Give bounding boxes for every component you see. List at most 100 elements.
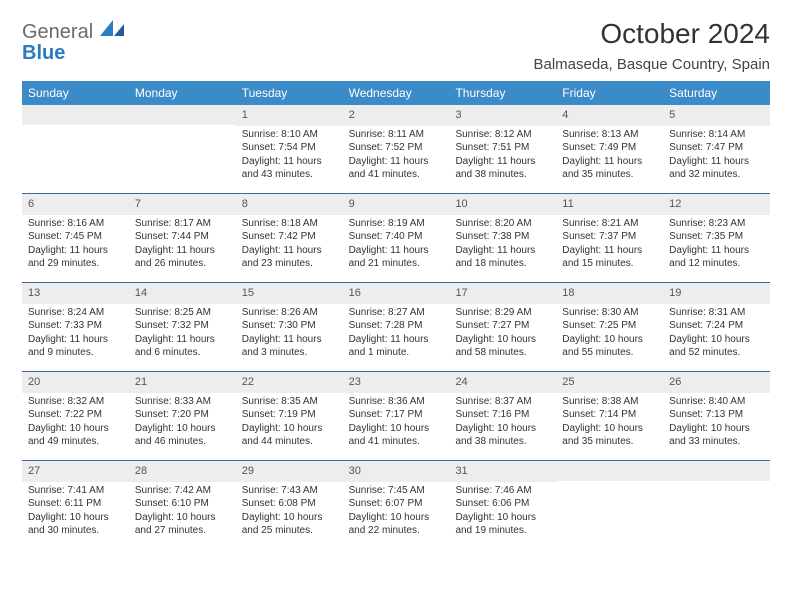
cell-body: Sunrise: 8:24 AMSunset: 7:33 PMDaylight:… (22, 304, 129, 366)
daylight-text: Daylight: 10 hours and 44 minutes. (242, 422, 337, 449)
cell-body: Sunrise: 7:45 AMSunset: 6:07 PMDaylight:… (343, 482, 450, 544)
calendar-cell: 11Sunrise: 8:21 AMSunset: 7:37 PMDayligh… (556, 194, 663, 282)
day-number: 9 (343, 194, 450, 215)
calendar-cell: 12Sunrise: 8:23 AMSunset: 7:35 PMDayligh… (663, 194, 770, 282)
sunset-text: Sunset: 7:24 PM (669, 319, 764, 333)
cell-body: Sunrise: 8:23 AMSunset: 7:35 PMDaylight:… (663, 215, 770, 277)
day-number: 12 (663, 194, 770, 215)
day-number: 30 (343, 461, 450, 482)
day-number: 24 (449, 372, 556, 393)
calendar-cell (129, 105, 236, 193)
sunrise-text: Sunrise: 8:16 AM (28, 217, 123, 231)
day-number: 31 (449, 461, 556, 482)
cell-body: Sunrise: 7:43 AMSunset: 6:08 PMDaylight:… (236, 482, 343, 544)
daylight-text: Daylight: 10 hours and 55 minutes. (562, 333, 657, 360)
day-number: 5 (663, 105, 770, 126)
cell-body: Sunrise: 8:36 AMSunset: 7:17 PMDaylight:… (343, 393, 450, 455)
day-number: 10 (449, 194, 556, 215)
day-number: 27 (22, 461, 129, 482)
logo-word1: General (22, 21, 93, 43)
sunrise-text: Sunrise: 8:38 AM (562, 395, 657, 409)
day-number: 25 (556, 372, 663, 393)
calendar-cell: 31Sunrise: 7:46 AMSunset: 6:06 PMDayligh… (449, 461, 556, 549)
calendar-cell: 19Sunrise: 8:31 AMSunset: 7:24 PMDayligh… (663, 283, 770, 371)
sunrise-text: Sunrise: 8:21 AM (562, 217, 657, 231)
sunrise-text: Sunrise: 8:12 AM (455, 128, 550, 142)
sunrise-text: Sunrise: 8:25 AM (135, 306, 230, 320)
month-title: October 2024 (533, 18, 770, 50)
day-number: 4 (556, 105, 663, 126)
sunset-text: Sunset: 7:19 PM (242, 408, 337, 422)
daylight-text: Daylight: 10 hours and 19 minutes. (455, 511, 550, 538)
daylight-text: Daylight: 11 hours and 15 minutes. (562, 244, 657, 271)
daylight-text: Daylight: 11 hours and 6 minutes. (135, 333, 230, 360)
sunrise-text: Sunrise: 8:14 AM (669, 128, 764, 142)
calendar-cell: 20Sunrise: 8:32 AMSunset: 7:22 PMDayligh… (22, 372, 129, 460)
daylight-text: Daylight: 10 hours and 35 minutes. (562, 422, 657, 449)
sunset-text: Sunset: 7:49 PM (562, 141, 657, 155)
calendar-cell: 1Sunrise: 8:10 AMSunset: 7:54 PMDaylight… (236, 105, 343, 193)
cell-body: Sunrise: 8:11 AMSunset: 7:52 PMDaylight:… (343, 126, 450, 188)
day-number: 20 (22, 372, 129, 393)
calendar-cell: 21Sunrise: 8:33 AMSunset: 7:20 PMDayligh… (129, 372, 236, 460)
cell-body: Sunrise: 8:12 AMSunset: 7:51 PMDaylight:… (449, 126, 556, 188)
sunrise-text: Sunrise: 8:33 AM (135, 395, 230, 409)
day-of-week-header: Friday (556, 81, 663, 105)
sunrise-text: Sunrise: 8:30 AM (562, 306, 657, 320)
sunset-text: Sunset: 7:17 PM (349, 408, 444, 422)
sunrise-text: Sunrise: 8:17 AM (135, 217, 230, 231)
sunrise-text: Sunrise: 8:19 AM (349, 217, 444, 231)
logo-text-block: General Blue (22, 18, 126, 64)
day-of-week-header: Thursday (449, 81, 556, 105)
sunset-text: Sunset: 7:40 PM (349, 230, 444, 244)
daylight-text: Daylight: 11 hours and 41 minutes. (349, 155, 444, 182)
calendar-cell: 28Sunrise: 7:42 AMSunset: 6:10 PMDayligh… (129, 461, 236, 549)
calendar-week: 13Sunrise: 8:24 AMSunset: 7:33 PMDayligh… (22, 283, 770, 372)
cell-body: Sunrise: 8:16 AMSunset: 7:45 PMDaylight:… (22, 215, 129, 277)
daylight-text: Daylight: 10 hours and 52 minutes. (669, 333, 764, 360)
cell-body: Sunrise: 8:30 AMSunset: 7:25 PMDaylight:… (556, 304, 663, 366)
sunset-text: Sunset: 7:51 PM (455, 141, 550, 155)
calendar-cell: 9Sunrise: 8:19 AMSunset: 7:40 PMDaylight… (343, 194, 450, 282)
day-number: 17 (449, 283, 556, 304)
sunrise-text: Sunrise: 7:41 AM (28, 484, 123, 498)
cell-body (556, 481, 663, 541)
calendar-cell: 24Sunrise: 8:37 AMSunset: 7:16 PMDayligh… (449, 372, 556, 460)
cell-body: Sunrise: 8:32 AMSunset: 7:22 PMDaylight:… (22, 393, 129, 455)
calendar-cell: 4Sunrise: 8:13 AMSunset: 7:49 PMDaylight… (556, 105, 663, 193)
cell-body: Sunrise: 7:41 AMSunset: 6:11 PMDaylight:… (22, 482, 129, 544)
cell-body: Sunrise: 8:25 AMSunset: 7:32 PMDaylight:… (129, 304, 236, 366)
cell-body: Sunrise: 8:33 AMSunset: 7:20 PMDaylight:… (129, 393, 236, 455)
cell-body: Sunrise: 8:14 AMSunset: 7:47 PMDaylight:… (663, 126, 770, 188)
calendar-cell: 3Sunrise: 8:12 AMSunset: 7:51 PMDaylight… (449, 105, 556, 193)
calendar-week: 27Sunrise: 7:41 AMSunset: 6:11 PMDayligh… (22, 461, 770, 549)
cell-body (663, 481, 770, 541)
sunrise-text: Sunrise: 8:31 AM (669, 306, 764, 320)
sunset-text: Sunset: 7:28 PM (349, 319, 444, 333)
calendar-cell: 10Sunrise: 8:20 AMSunset: 7:38 PMDayligh… (449, 194, 556, 282)
daylight-text: Daylight: 10 hours and 41 minutes. (349, 422, 444, 449)
sunset-text: Sunset: 7:52 PM (349, 141, 444, 155)
calendar-cell: 26Sunrise: 8:40 AMSunset: 7:13 PMDayligh… (663, 372, 770, 460)
sunrise-text: Sunrise: 8:18 AM (242, 217, 337, 231)
day-number: 15 (236, 283, 343, 304)
cell-body: Sunrise: 8:26 AMSunset: 7:30 PMDaylight:… (236, 304, 343, 366)
daylight-text: Daylight: 10 hours and 33 minutes. (669, 422, 764, 449)
day-number: 2 (343, 105, 450, 126)
cell-body: Sunrise: 8:17 AMSunset: 7:44 PMDaylight:… (129, 215, 236, 277)
sunset-text: Sunset: 7:22 PM (28, 408, 123, 422)
sunrise-text: Sunrise: 8:11 AM (349, 128, 444, 142)
day-number: 22 (236, 372, 343, 393)
sunset-text: Sunset: 7:45 PM (28, 230, 123, 244)
sunset-text: Sunset: 6:10 PM (135, 497, 230, 511)
sunset-text: Sunset: 7:38 PM (455, 230, 550, 244)
cell-body: Sunrise: 8:29 AMSunset: 7:27 PMDaylight:… (449, 304, 556, 366)
day-number (556, 461, 663, 481)
day-number: 1 (236, 105, 343, 126)
daylight-text: Daylight: 10 hours and 25 minutes. (242, 511, 337, 538)
sunset-text: Sunset: 7:30 PM (242, 319, 337, 333)
daylight-text: Daylight: 11 hours and 18 minutes. (455, 244, 550, 271)
day-number: 29 (236, 461, 343, 482)
cell-body (129, 125, 236, 185)
daylight-text: Daylight: 10 hours and 38 minutes. (455, 422, 550, 449)
